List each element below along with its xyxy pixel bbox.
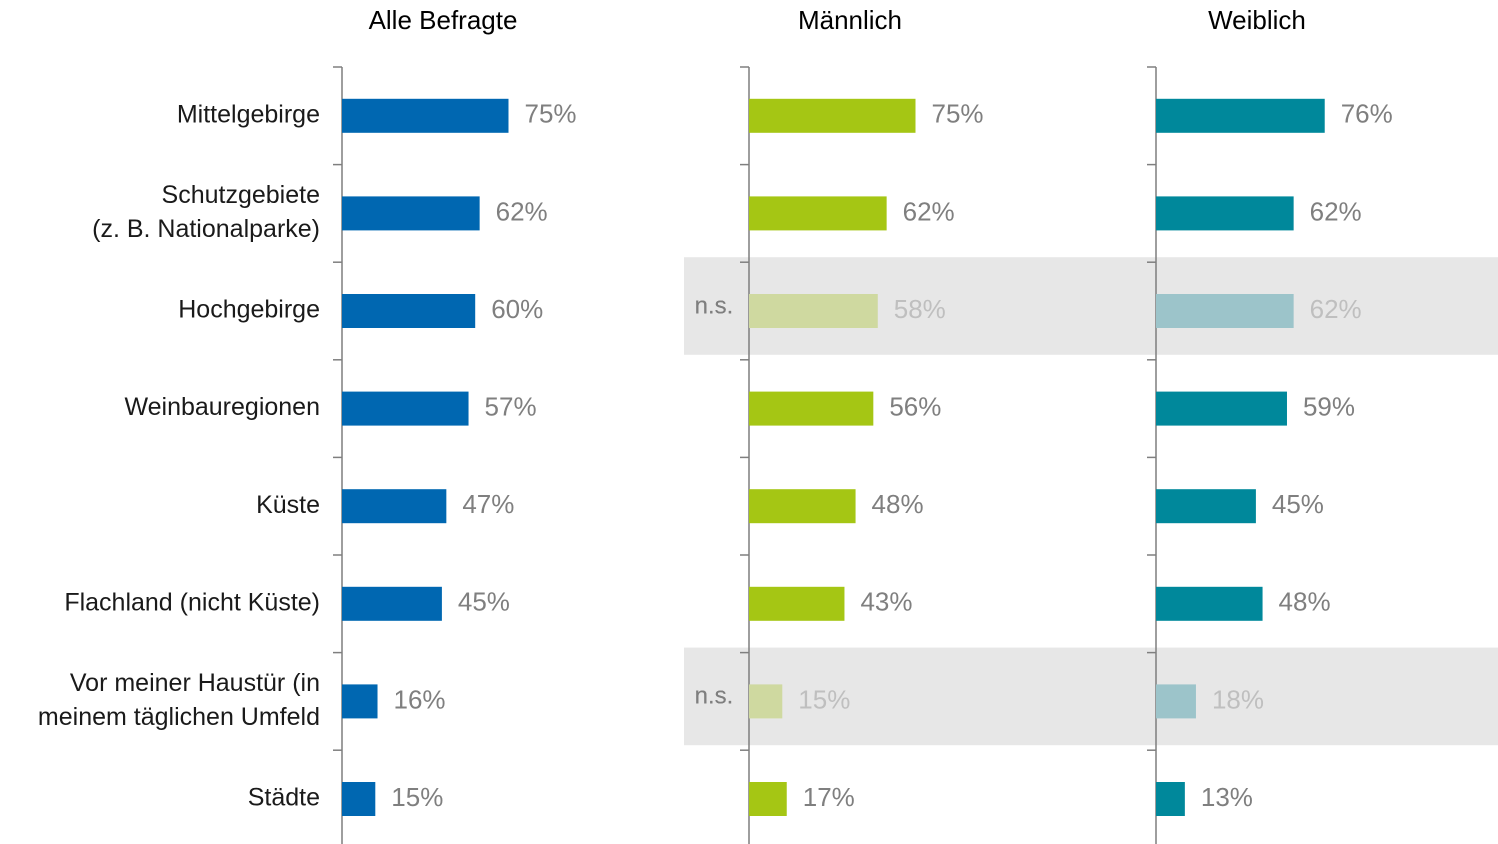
value-label: 56% [889, 391, 941, 421]
bar [1156, 196, 1294, 231]
bar [1156, 294, 1294, 328]
value-label: 47% [462, 489, 514, 519]
bar [1156, 489, 1256, 524]
bar [1156, 98, 1325, 133]
category-label: Weinbauregionen [124, 393, 320, 421]
value-label: 18% [1212, 684, 1264, 714]
value-label: 59% [1303, 391, 1355, 421]
bar [749, 782, 787, 816]
category-label: Mittelgebirge [177, 100, 320, 128]
category-label: (z. B. Nationalparke) [92, 215, 320, 243]
bar [749, 196, 887, 231]
bar [1156, 684, 1196, 719]
value-label: 62% [1310, 294, 1362, 324]
bar [342, 684, 378, 719]
ns-band [684, 647, 1498, 746]
bar [342, 196, 480, 231]
category-label: Schutzgebiete [162, 181, 320, 209]
category-label: Vor meiner Haustür (in [70, 669, 320, 697]
category-label: Flachland (nicht Küste) [64, 588, 320, 616]
category-label: meinem täglichen Umfeld [38, 703, 320, 731]
panel-title: Männlich [798, 5, 902, 35]
category-label: Küste [256, 491, 320, 519]
ns-label: n.s. [695, 292, 734, 319]
bar [1156, 391, 1287, 426]
value-label: 15% [798, 684, 850, 714]
panel-title: Weiblich [1208, 5, 1306, 35]
value-label: 48% [1279, 587, 1331, 617]
value-label: 13% [1201, 782, 1253, 812]
bar [1156, 586, 1263, 621]
value-label: 62% [1310, 196, 1362, 226]
bar [342, 98, 509, 133]
value-label: 48% [872, 489, 924, 519]
value-label: 43% [860, 587, 912, 617]
value-label: 16% [394, 684, 446, 714]
value-label: 62% [496, 196, 548, 226]
category-label: Städte [248, 784, 320, 812]
ns-label: n.s. [695, 292, 734, 319]
value-label: 60% [491, 294, 543, 324]
value-label: 75% [932, 99, 984, 129]
value-label: 58% [894, 294, 946, 324]
value-label: 15% [391, 782, 443, 812]
bar [342, 586, 442, 621]
category-label: Hochgebirge [178, 296, 320, 324]
bar [342, 391, 469, 426]
bar [749, 98, 916, 133]
value-label: 76% [1341, 99, 1393, 129]
value-label: 62% [903, 196, 955, 226]
value-label: 17% [803, 782, 855, 812]
panel-title: Alle Befragte [369, 5, 518, 35]
bar [342, 294, 476, 328]
bar [342, 782, 376, 816]
value-label: 45% [458, 587, 510, 617]
value-label: 57% [485, 391, 537, 421]
value-label: 45% [1272, 489, 1324, 519]
bar [749, 586, 845, 621]
bar [1156, 782, 1185, 816]
ns-label: n.s. [695, 683, 734, 710]
bar [749, 489, 856, 524]
bar [749, 684, 783, 719]
bar [749, 391, 874, 426]
bar [749, 294, 878, 328]
ns-label: n.s. [695, 683, 734, 710]
value-label: 75% [525, 99, 577, 129]
bar [342, 489, 447, 524]
